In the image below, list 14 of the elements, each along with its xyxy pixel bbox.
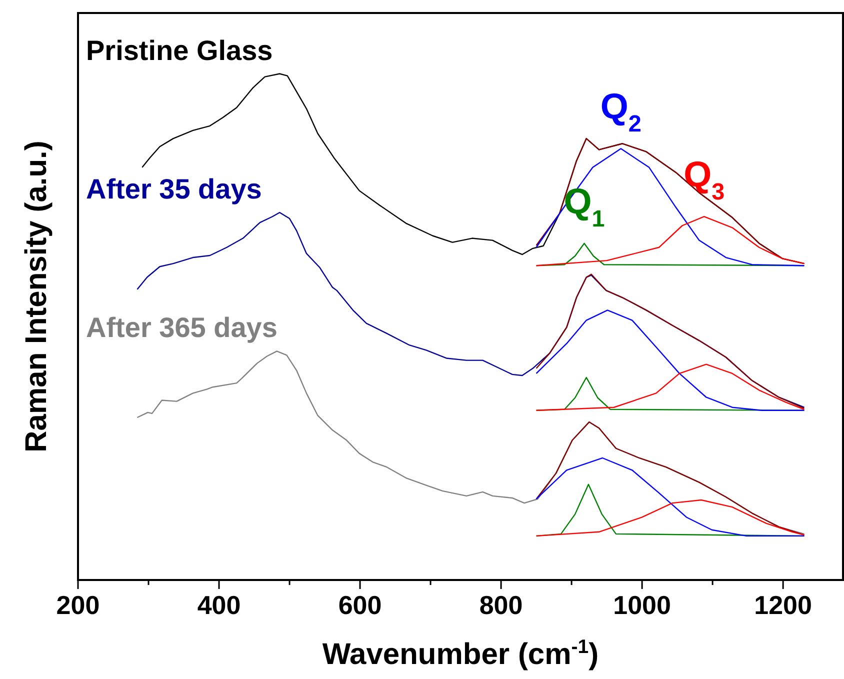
series-label: After 365 days [86,312,278,344]
x-tick-label: 600 [338,590,382,620]
x-tick-label: 1000 [613,590,671,620]
series-label: After 35 days [86,173,262,204]
x-axis-title: Wavenumber (cm$^{-1}$) [322,636,599,671]
series-label: Q$_{3}$ [684,154,725,205]
y-axis-title: Raman Intensity (a.u.) [20,140,53,452]
series-label: Q$_{2}$ [600,86,642,137]
x-tick-label: 1200 [754,590,812,620]
x-tick-label: 400 [197,590,241,620]
series-label: Pristine Glass [86,34,273,66]
x-tick-label: 200 [56,590,100,620]
series-label: Q$_{1}$ [564,180,605,232]
x-tick-label: 800 [479,590,523,620]
